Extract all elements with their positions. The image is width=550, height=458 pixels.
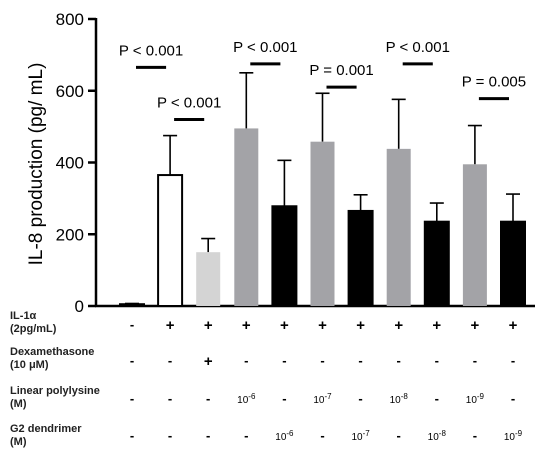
condition-value: + xyxy=(242,317,251,334)
bar xyxy=(386,148,411,306)
condition-row-label-line: G2 dendrimer xyxy=(10,423,82,435)
condition-value: + xyxy=(318,317,327,334)
condition-value: 10-8 xyxy=(428,429,447,443)
p-value-label: P < 0.001 xyxy=(157,94,221,111)
condition-value: - xyxy=(435,353,439,368)
condition-value: - xyxy=(206,428,210,443)
condition-value: + xyxy=(509,317,518,334)
condition-value: - xyxy=(511,391,515,406)
condition-row-label-line: Linear polylysine xyxy=(10,385,100,397)
y-tick-label: 400 xyxy=(56,154,84,173)
p-value-label: P = 0.001 xyxy=(309,62,373,79)
condition-value: - xyxy=(282,353,286,368)
condition-row-label-line: (M) xyxy=(10,436,27,448)
condition-value: - xyxy=(168,353,172,368)
condition-value: - xyxy=(358,353,362,368)
significance-annotations: P < 0.001 P < 0.001 P < 0.001 P = 0.001 P < … xyxy=(119,39,526,121)
bar xyxy=(119,303,145,307)
condition-value: - xyxy=(244,428,248,443)
condition-value: 10-7 xyxy=(313,392,332,406)
condition-value: - xyxy=(282,391,286,406)
condition-value: - xyxy=(473,428,477,443)
condition-row-label: Dexamethasone (10 μM) xyxy=(10,346,94,372)
condition-row-label-line: Dexamethasone xyxy=(10,346,95,358)
condition-row-label-line: (M) xyxy=(10,398,27,410)
condition-value: - xyxy=(358,391,362,406)
p-value-label: P = 0.005 xyxy=(462,74,526,91)
condition-value: 10-9 xyxy=(504,429,523,443)
y-tick-label: 200 xyxy=(56,225,84,244)
condition-value: - xyxy=(511,353,515,368)
condition-value: - xyxy=(320,353,324,368)
condition-value: - xyxy=(320,428,324,443)
condition-value: + xyxy=(432,317,441,334)
condition-row-label: G2 dendrimer (M) xyxy=(10,423,82,449)
condition-value: - xyxy=(473,353,477,368)
condition-value: 10-6 xyxy=(237,392,256,406)
y-tick-label: 0 xyxy=(75,297,84,316)
condition-value: + xyxy=(166,317,175,334)
bar xyxy=(500,220,526,308)
condition-row-label-line: (10 μM) xyxy=(10,359,49,371)
condition-value: + xyxy=(280,317,289,334)
condition-value: 10-6 xyxy=(275,429,294,443)
bar xyxy=(347,209,374,307)
bar-series xyxy=(119,72,526,308)
bar xyxy=(462,164,487,306)
condition-value: - xyxy=(397,353,401,368)
condition-value: - xyxy=(435,391,439,406)
condition-value: - xyxy=(130,353,134,368)
condition-row-label: IL-1α (2pg/mL) xyxy=(10,310,56,336)
condition-row-label-line: (2pg/mL) xyxy=(10,323,57,335)
y-axis-label: IL-8 production (pg/ mL) xyxy=(26,63,47,266)
condition-value: - xyxy=(168,428,172,443)
condition-value: 10-7 xyxy=(351,429,370,443)
bar xyxy=(271,205,298,307)
bar xyxy=(423,220,450,308)
condition-value: - xyxy=(244,353,248,368)
condition-table: - + + + + + + + + + + - - + - - - - - - - - - - - 10-6 - 10-7 - 10-8 -… xyxy=(130,317,523,443)
condition-row-label-line: IL-1α xyxy=(10,310,37,322)
p-value-label: P < 0.001 xyxy=(386,39,450,56)
condition-value: - xyxy=(397,428,401,443)
condition-value: - xyxy=(130,428,134,443)
bar xyxy=(310,141,335,306)
p-value-label: P < 0.001 xyxy=(233,39,297,56)
condition-value: + xyxy=(471,317,480,334)
condition-row-label: Linear polylysine (M) xyxy=(10,385,100,411)
p-value-label: P < 0.001 xyxy=(119,42,183,59)
condition-value: 10-8 xyxy=(390,392,409,406)
condition-value: 10-9 xyxy=(466,392,485,406)
bar xyxy=(196,252,221,306)
condition-value: - xyxy=(130,391,134,406)
y-tick-label: 800 xyxy=(56,10,84,29)
condition-value: + xyxy=(204,317,213,334)
bar xyxy=(234,128,259,306)
condition-value: - xyxy=(130,317,134,332)
condition-value: - xyxy=(206,391,210,406)
y-tick-label: 600 xyxy=(56,82,84,101)
bar xyxy=(157,174,184,307)
condition-value: + xyxy=(356,317,365,334)
condition-value: + xyxy=(394,317,403,334)
condition-value: - xyxy=(168,391,172,406)
condition-value: + xyxy=(204,353,213,370)
